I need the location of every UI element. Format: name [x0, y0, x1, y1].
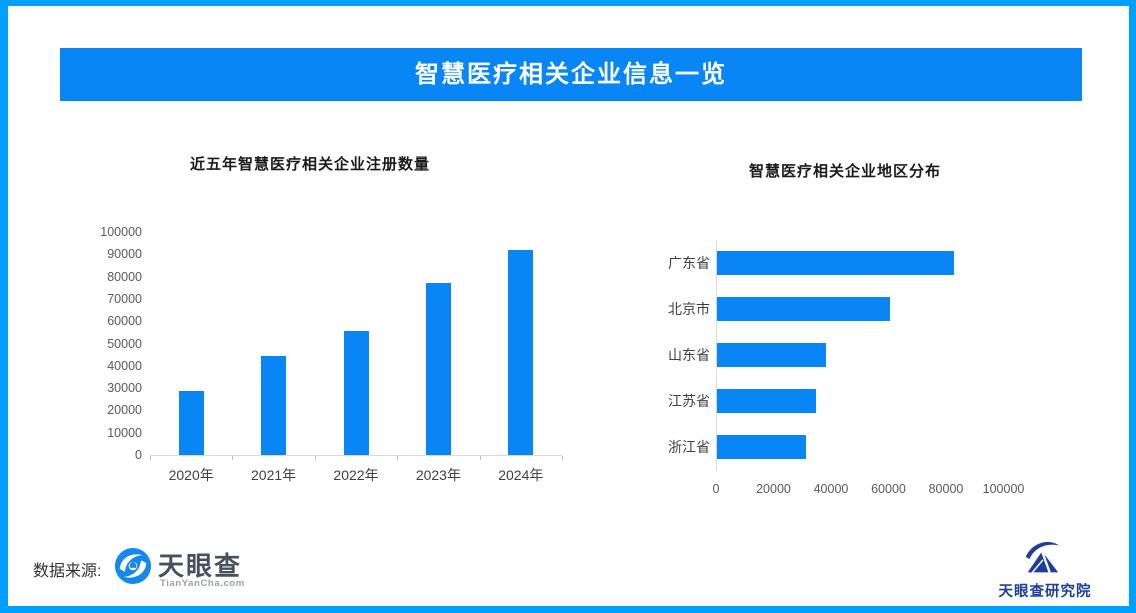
category-axis-tick [314, 456, 316, 460]
tianyancha-logo-text: 天眼查 [158, 551, 243, 581]
bar [717, 251, 955, 275]
bar [425, 283, 451, 455]
x-axis-category-label: 2020年 [168, 467, 214, 483]
tianyancha-icon [114, 547, 152, 585]
bar [178, 390, 204, 455]
right-chart-title: 智慧医疗相关企业地区分布 [748, 163, 941, 180]
x-axis-category-label: 2022年 [333, 467, 379, 483]
y-axis-tick-label: 40000 [107, 358, 142, 373]
left-chart-title: 近五年智慧医疗相关企业注册数量 [189, 156, 430, 173]
x-axis-tick-label: 20000 [756, 482, 791, 496]
registration-bar-chart: 0 10000 20000 30000 40000 50000 60000 70000 8000… [90, 220, 590, 505]
tianyancha-logo-subtext: TianYanCha.com [160, 578, 245, 589]
category-axis-tick [562, 456, 563, 460]
x-axis-category-label: 2024年 [498, 467, 544, 483]
y-axis-tick-label: 50000 [107, 336, 142, 351]
bar [261, 356, 287, 455]
x-axis-tick-label: 60000 [871, 482, 906, 496]
x-axis-tick-label: 80000 [928, 482, 964, 496]
category-label: 浙江省 [668, 439, 710, 455]
category-label: 北京市 [668, 301, 710, 317]
bar [717, 435, 807, 459]
x-axis-category-label: 2021年 [251, 467, 297, 483]
y-axis-tick-label: 30000 [107, 381, 142, 396]
bar [343, 331, 369, 455]
research-institute-icon [1025, 541, 1060, 573]
category-label: 广东省 [668, 255, 710, 271]
y-axis-tick-label: 70000 [107, 291, 142, 306]
bar [508, 249, 534, 455]
data-source-label: 数据来源: [33, 563, 102, 580]
category-axis-tick [479, 456, 481, 460]
region-bar-chart: 广东省北京市山东省江苏省浙江省 0 20000 40000 60000 80000 1000… [630, 240, 1060, 508]
category-axis-tick [397, 456, 399, 460]
y-axis-tick-label: 20000 [107, 403, 142, 418]
y-axis-line [716, 241, 717, 471]
bar [717, 343, 827, 367]
category-label: 山东省 [668, 347, 710, 363]
y-axis-tick-label: 80000 [107, 269, 142, 284]
bar [717, 297, 891, 321]
x-axis-category-label: 2023年 [415, 467, 461, 483]
category-axis-tick [232, 456, 234, 460]
title-banner: 智慧医疗相关企业信息一览 [60, 48, 1082, 101]
y-axis-tick-label: 0 [135, 448, 142, 462]
x-axis-tick-label: 0 [712, 482, 720, 496]
bar [717, 389, 817, 413]
category-axis-tick [150, 456, 151, 460]
y-axis-tick-label: 60000 [107, 314, 142, 329]
x-axis-tick-label: 100000 [982, 482, 1025, 496]
category-label: 江苏省 [668, 393, 710, 409]
x-axis-tick-label: 40000 [813, 482, 849, 496]
y-axis-tick-label: 10000 [107, 425, 142, 440]
y-axis-tick-label: 90000 [107, 247, 142, 262]
x-axis-line [150, 455, 562, 456]
research-institute-logo-text: 天眼查研究院 [998, 584, 1092, 600]
y-axis-tick-label: 100000 [100, 225, 142, 239]
